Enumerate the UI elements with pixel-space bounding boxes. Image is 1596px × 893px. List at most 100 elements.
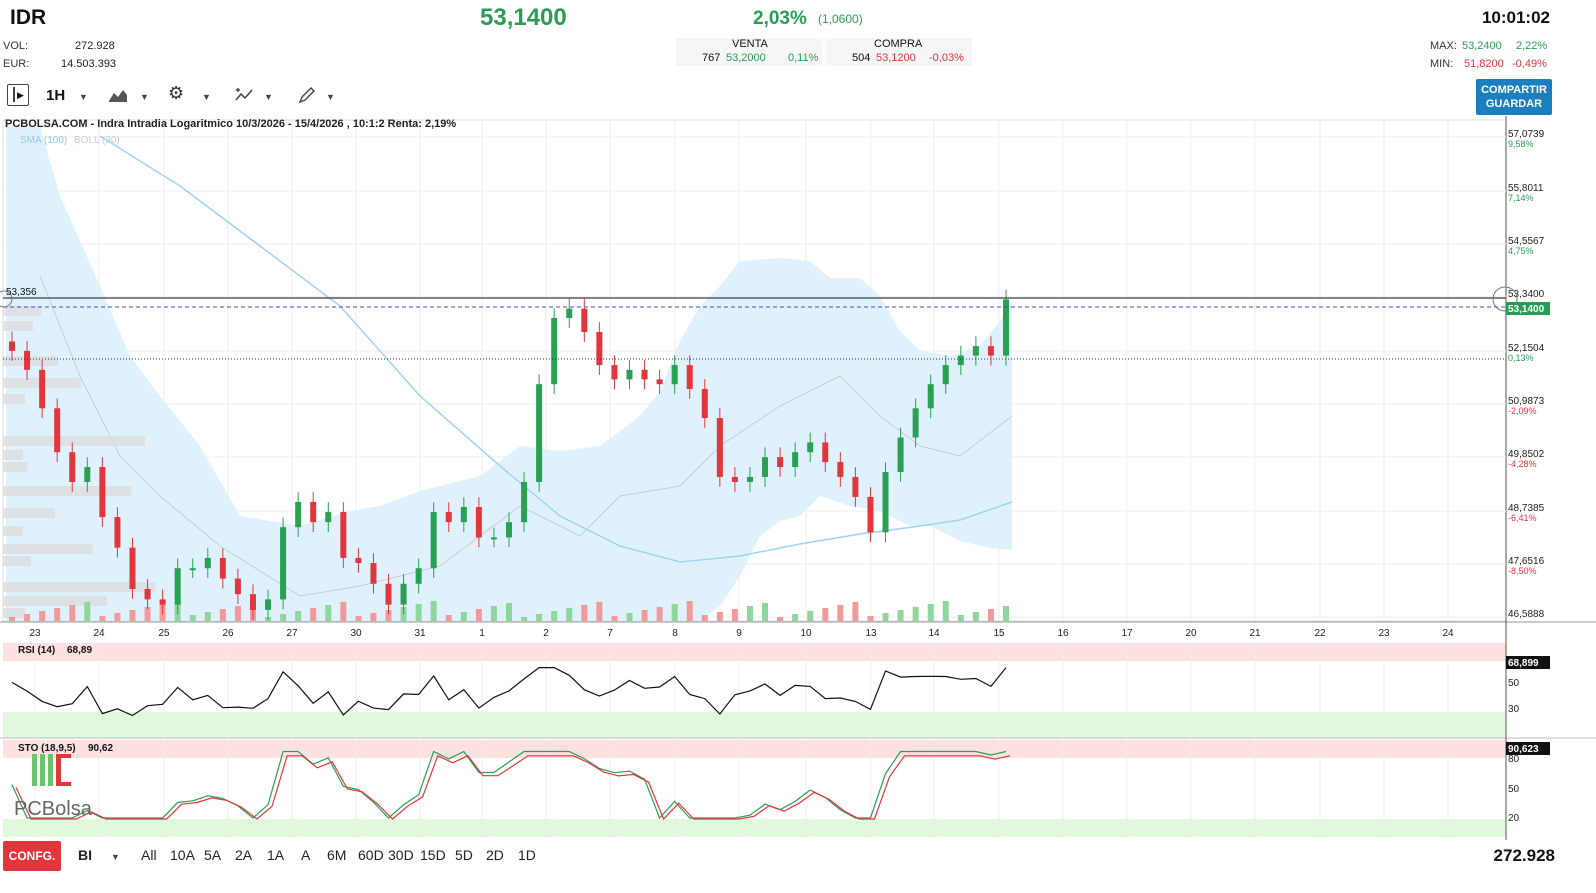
range-button-1a[interactable]: 1A — [267, 847, 285, 863]
candle-body — [671, 365, 678, 385]
candle-body — [54, 408, 61, 453]
candle-body — [385, 583, 392, 605]
candle-body — [24, 350, 31, 370]
cursor-handle-icon[interactable] — [0, 290, 13, 308]
timeframe-selector[interactable]: 1H — [46, 87, 66, 104]
rsi-label: RSI (14) — [18, 645, 56, 656]
range-button-5d[interactable]: 5D — [455, 847, 473, 863]
candle-body — [731, 476, 738, 482]
legend-sma: SMA (100) — [20, 135, 68, 146]
rsi-level-label: 50 — [1508, 678, 1520, 689]
volume-bar — [716, 612, 723, 621]
range-button-10a[interactable]: 10A — [170, 847, 195, 863]
volume-profile-bar — [3, 436, 145, 446]
x-tick-label: 16 — [1057, 628, 1069, 639]
volume-bar — [807, 611, 814, 621]
candle-body — [355, 557, 362, 564]
sto-value: 90,62 — [88, 743, 114, 754]
candle-body — [295, 501, 302, 528]
candle-body — [249, 594, 256, 610]
range-button-5a[interactable]: 5A — [204, 847, 222, 863]
chevron-down-icon[interactable]: ▼ — [326, 92, 335, 102]
candle-body — [114, 517, 121, 548]
volume-bar — [671, 604, 678, 621]
candle-body — [837, 462, 844, 477]
volume-bar — [460, 612, 467, 621]
volume-bar — [792, 614, 799, 621]
volume-bar — [897, 610, 904, 621]
sto-label: STO (18,9,5) — [18, 743, 76, 754]
chevron-down-icon[interactable]: ▼ — [140, 92, 149, 102]
chevron-down-icon[interactable]: ▼ — [111, 852, 120, 862]
chart-type-icon[interactable] — [108, 87, 128, 103]
share-save-button[interactable]: COMPARTIR GUARDAR — [1476, 79, 1552, 115]
ticker-symbol: IDR — [10, 6, 47, 29]
change-percent: 2,03% — [753, 8, 807, 29]
candle-body — [927, 384, 934, 409]
candle-body — [445, 512, 452, 523]
compra-pct: -0,03% — [929, 52, 964, 64]
change-absolute: (1,0600) — [818, 12, 863, 26]
last-price: 53,1400 — [480, 4, 567, 31]
y-tick-label: 52,1504 — [1508, 343, 1545, 354]
candle-body — [746, 476, 753, 482]
candle-body — [686, 365, 693, 389]
chevron-down-icon[interactable]: ▼ — [79, 92, 88, 102]
range-button-a[interactable]: A — [301, 847, 311, 863]
eur-label: EUR: — [3, 58, 30, 70]
range-button-30d[interactable]: 30D — [388, 847, 414, 863]
volume-profile-bar — [3, 306, 41, 316]
total-volume: 272.928 — [1493, 846, 1555, 865]
volume-bar — [927, 604, 934, 621]
volume-bar — [656, 607, 663, 621]
volume-bar — [9, 617, 15, 621]
share-label: COMPARTIR — [1481, 84, 1547, 96]
pencil-icon[interactable] — [298, 86, 316, 104]
x-tick-label: 13 — [865, 628, 877, 639]
range-button-2a[interactable]: 2A — [235, 847, 253, 863]
volume-profile-bar — [3, 450, 23, 460]
volume-profile-bar — [3, 582, 155, 592]
candle-body — [69, 452, 76, 482]
candle-body — [551, 318, 558, 385]
candle-body — [370, 563, 377, 584]
chevron-down-icon[interactable]: ▼ — [264, 92, 273, 102]
range-button-15d[interactable]: 15D — [420, 847, 446, 863]
y-tick-label: 49,8502 — [1508, 449, 1545, 460]
range-button-60d[interactable]: 60D — [358, 847, 384, 863]
candle-body — [581, 308, 588, 333]
candle-body — [716, 417, 723, 477]
candle-body — [656, 379, 663, 385]
range-button-6m[interactable]: 6M — [327, 847, 347, 863]
volume-profile-bar — [3, 394, 25, 404]
range-button-all[interactable]: All — [141, 847, 157, 863]
volume-profile-bar — [3, 462, 27, 472]
venta-qty: 767 — [702, 52, 721, 64]
y-tick-pct: 4,75% — [1508, 246, 1534, 256]
volume-bar — [641, 610, 648, 621]
cursor-handle-icon[interactable] — [1492, 286, 1518, 312]
range-button-2d[interactable]: 2D — [486, 847, 504, 863]
config-button[interactable]: CONFG. — [3, 841, 61, 871]
bollinger-middle-line — [39, 275, 1013, 597]
x-tick-label: 20 — [1185, 628, 1197, 639]
chevron-down-icon[interactable]: ▼ — [202, 92, 211, 102]
indicator-icon[interactable] — [234, 86, 254, 104]
bollinger-band — [6, 126, 1012, 621]
volume-bar — [536, 614, 543, 621]
x-tick-label: 25 — [158, 628, 170, 639]
y-tick-label: 48,7385 — [1508, 503, 1545, 514]
y-tick-label: 55,8011 — [1508, 183, 1544, 194]
candle-body — [310, 501, 317, 523]
x-tick-label: 22 — [1314, 628, 1326, 639]
gear-icon[interactable]: ⚙ — [168, 83, 185, 103]
volume-bar — [882, 613, 889, 621]
chart-area[interactable]: 23 24 25 26 27 30 31 1 2 7 8 9 10 13 14 15 16 17 20 21 22 23 2… — [0, 116, 1596, 840]
pcbolsa-wordmark: PCBolsa — [14, 798, 92, 820]
panel-toggle-icon[interactable]: ▶ — [7, 84, 29, 106]
mode-selector[interactable]: BI — [78, 847, 92, 863]
venta-price: 53,2000 — [726, 52, 766, 64]
candle-body — [1003, 299, 1009, 356]
candle-body — [987, 346, 994, 356]
range-button-1d[interactable]: 1D — [518, 847, 536, 863]
